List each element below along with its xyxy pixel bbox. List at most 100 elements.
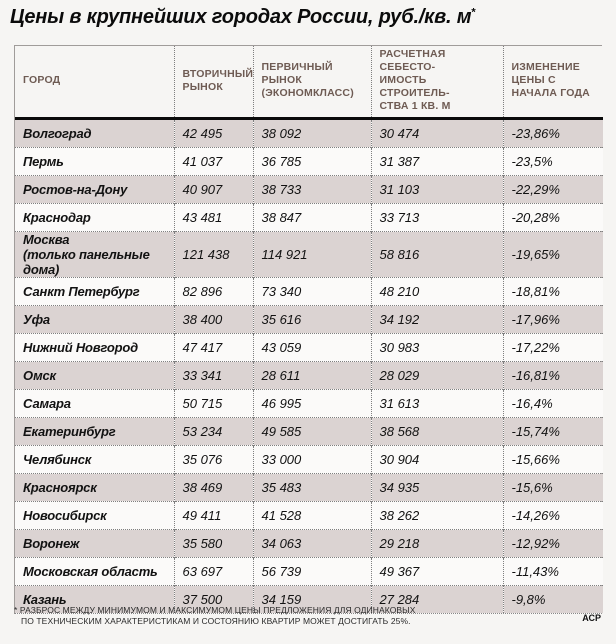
price-table-container: ГОРОД ВТОРИЧНЫЙ РЫНОК ПЕРВИЧНЫЙ РЫНОК (Э… — [14, 45, 603, 614]
cell-price-change: -9,8% — [502, 585, 603, 613]
cell-city: Казань — [15, 585, 174, 613]
cell-price-change: -18,81% — [502, 277, 603, 306]
col-header-price-change: ИЗМЕНЕНИЕ ЦЕНЫ С НАЧАЛА ГОДА — [502, 46, 603, 120]
cell-secondary-market: 49 411 — [173, 501, 253, 530]
table-row: Казань 37 500 34 159 27 284 -9,8% — [15, 585, 603, 613]
cell-primary-market: 38 092 — [252, 118, 371, 148]
cell-city: Омск — [15, 361, 174, 390]
cell-city: Челябинск — [15, 445, 174, 474]
page-title-text: Цены в крупнейших городах России, руб./к… — [10, 6, 472, 28]
cell-secondary-market: 38 469 — [173, 473, 253, 502]
table-row: Ростов-на-Дону 40 907 38 733 31 103 -22,29% — [15, 175, 603, 204]
cell-price-change: -15,66% — [502, 445, 603, 474]
table-row: Волгоград 42 495 38 092 30 474 -23,86% — [15, 118, 603, 148]
table-row: Екатеринбург 53 234 49 585 38 568 -15,74% — [15, 417, 603, 446]
cell-price-change: -15,74% — [502, 417, 603, 446]
cell-secondary-market: 82 896 — [173, 277, 253, 306]
cell-primary-market: 49 585 — [252, 417, 371, 446]
cell-secondary-market: 38 400 — [173, 305, 253, 334]
cell-price-change: -16,4% — [502, 389, 603, 418]
cell-primary-market: 33 000 — [252, 445, 371, 474]
cell-primary-market: 38 733 — [252, 175, 371, 204]
cell-city: Новосибирск — [15, 501, 174, 530]
cell-construction-cost: 49 367 — [370, 557, 503, 586]
page-title-footnote-marker: * — [471, 6, 476, 19]
cell-primary-market: 43 059 — [252, 333, 371, 362]
cell-city: Краснодар — [15, 203, 174, 232]
cell-secondary-market: 37 500 — [173, 585, 253, 613]
cell-city: Пермь — [15, 147, 174, 176]
cell-primary-market: 46 995 — [252, 389, 371, 418]
cell-primary-market: 34 063 — [252, 529, 371, 558]
footnote: * РАЗБРОС МЕЖДУ МИНИМУМОМ И МАКСИМУМОМ Ц… — [14, 605, 416, 626]
cell-price-change: -15,6% — [502, 473, 603, 502]
cell-construction-cost: 38 568 — [370, 417, 503, 446]
table-row: Московская область 63 697 56 739 49 367 -11,… — [15, 557, 603, 586]
cell-construction-cost: 31 103 — [370, 175, 503, 204]
cell-price-change: -16,81% — [502, 361, 603, 390]
cell-secondary-market: 41 037 — [173, 147, 253, 176]
cell-construction-cost: 31 387 — [370, 147, 503, 176]
table-row: Москва (только панельные дома) 121 438 114… — [15, 231, 603, 278]
cell-construction-cost: 38 262 — [370, 501, 503, 530]
cell-price-change: -23,86% — [502, 118, 603, 148]
cell-construction-cost: 58 816 — [370, 231, 503, 278]
cell-secondary-market: 42 495 — [173, 118, 253, 148]
cell-city: Ростов-на-Дону — [15, 175, 174, 204]
col-header-construction-cost: РАСЧЕТНАЯ СЕБЕСТО- ИМОСТЬ СТРОИТЕЛЬ- СТВ… — [370, 46, 503, 120]
cell-city: Московская область — [15, 557, 174, 586]
cell-secondary-market: 121 438 — [173, 231, 253, 278]
cell-price-change: -14,26% — [502, 501, 603, 530]
table-row: Санкт Петербург 82 896 73 340 48 210 -18,81% — [15, 277, 603, 306]
cell-construction-cost: 30 983 — [370, 333, 503, 362]
cell-secondary-market: 33 341 — [173, 361, 253, 390]
cell-secondary-market: 50 715 — [173, 389, 253, 418]
table-row: Нижний Новгород 47 417 43 059 30 983 -17,22% — [15, 333, 603, 362]
cell-secondary-market: 63 697 — [173, 557, 253, 586]
cell-price-change: -20,28% — [502, 203, 603, 232]
cell-city: Москва (только панельные дома) — [15, 231, 174, 278]
cell-price-change: -19,65% — [502, 231, 603, 278]
cell-price-change: -17,22% — [502, 333, 603, 362]
cell-primary-market: 34 159 — [252, 585, 371, 613]
cell-primary-market: 28 611 — [252, 361, 371, 390]
cell-construction-cost: 30 474 — [370, 118, 503, 148]
table-row: Новосибирск 49 411 41 528 38 262 -14,26% — [15, 501, 603, 530]
cell-city: Уфа — [15, 305, 174, 334]
cell-city: Воронеж — [15, 529, 174, 558]
price-table: ГОРОД ВТОРИЧНЫЙ РЫНОК ПЕРВИЧНЫЙ РЫНОК (Э… — [15, 46, 603, 613]
cell-primary-market: 36 785 — [252, 147, 371, 176]
table-row: Красноярск 38 469 35 483 34 935 -15,6% — [15, 473, 603, 502]
table-row: Пермь 41 037 36 785 31 387 -23,5% — [15, 147, 603, 176]
cell-secondary-market: 47 417 — [173, 333, 253, 362]
col-header-primary-market: ПЕРВИЧНЫЙ РЫНОК (ЭКОНОМКЛАСС) — [252, 46, 371, 120]
cell-city: Красноярск — [15, 473, 174, 502]
table-row: Омск 33 341 28 611 28 029 -16,81% — [15, 361, 603, 390]
table-row: Самара 50 715 46 995 31 613 -16,4% — [15, 389, 603, 418]
cell-city: Санкт Петербург — [15, 277, 174, 306]
cell-secondary-market: 35 076 — [173, 445, 253, 474]
cell-price-change: -12,92% — [502, 529, 603, 558]
cell-construction-cost: 27 284 — [370, 585, 503, 613]
cell-city: Екатеринбург — [15, 417, 174, 446]
cell-city: Самара — [15, 389, 174, 418]
cell-primary-market: 41 528 — [252, 501, 371, 530]
cell-price-change: -17,96% — [502, 305, 603, 334]
cell-city: Нижний Новгород — [15, 333, 174, 362]
cell-city: Волгоград — [15, 118, 174, 148]
table-body: Волгоград 42 495 38 092 30 474 -23,86% Пермь 4… — [15, 118, 603, 613]
cell-construction-cost: 31 613 — [370, 389, 503, 418]
table-row: Краснодар 43 481 38 847 33 713 -20,28% — [15, 203, 603, 232]
cell-price-change: -23,5% — [502, 147, 603, 176]
cell-construction-cost: 30 904 — [370, 445, 503, 474]
source-credit: АСР — [582, 613, 601, 623]
cell-primary-market: 56 739 — [252, 557, 371, 586]
cell-secondary-market: 53 234 — [173, 417, 253, 446]
cell-price-change: -11,43% — [502, 557, 603, 586]
table-row: Воронеж 35 580 34 063 29 218 -12,92% — [15, 529, 603, 558]
table-row: Уфа 38 400 35 616 34 192 -17,96% — [15, 305, 603, 334]
cell-construction-cost: 33 713 — [370, 203, 503, 232]
cell-price-change: -22,29% — [502, 175, 603, 204]
cell-primary-market: 38 847 — [252, 203, 371, 232]
